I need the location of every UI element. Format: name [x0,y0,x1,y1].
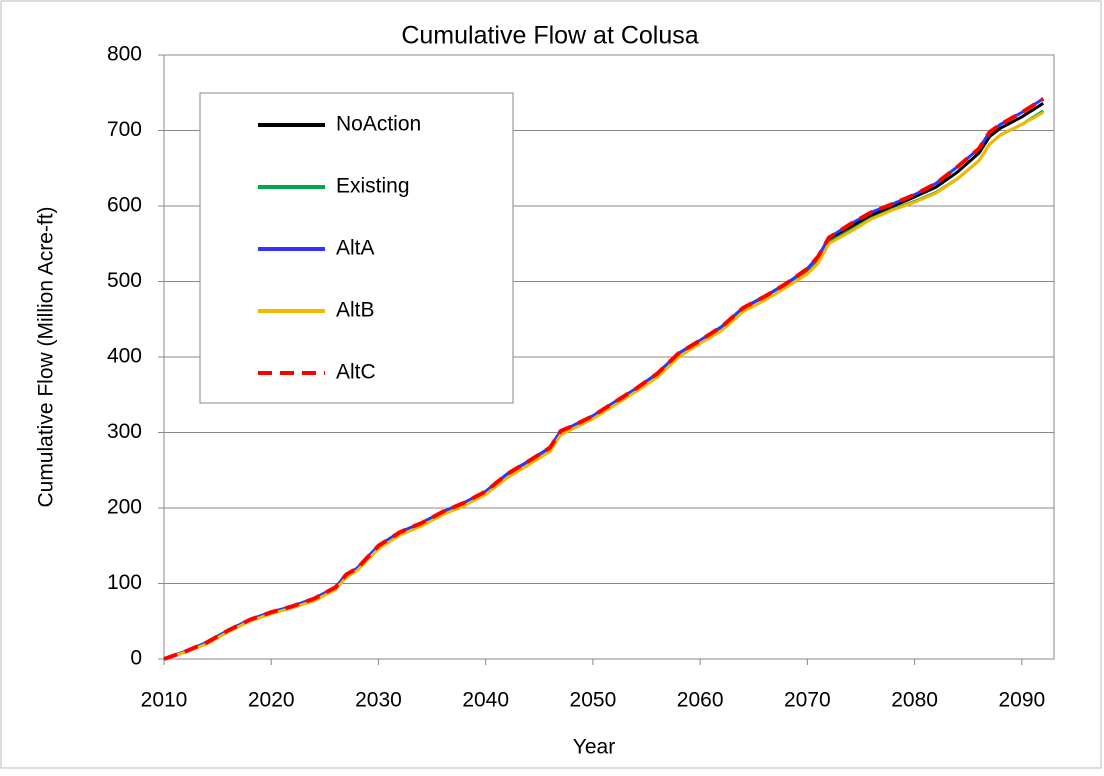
legend-label: AltB [336,299,375,322]
x-axis-label: Year [573,736,615,759]
legend-label: AltC [336,361,376,384]
x-tick-label: 2070 [784,689,831,712]
legend-label: NoAction [336,113,421,136]
legend-label: AltA [336,237,375,260]
y-tick-label: 100 [107,571,142,594]
plot-border [163,54,1055,660]
x-tick-label: 2030 [355,689,402,712]
x-tick-label: 2010 [141,689,188,712]
x-tick-label: 2080 [891,689,938,712]
y-tick-label: 500 [107,269,142,292]
y-tick-label: 0 [130,647,142,670]
x-tick-label: 2090 [998,689,1045,712]
x-tick-label: 2040 [462,689,509,712]
legend-box [199,92,514,404]
y-tick-label: 800 [107,43,142,66]
y-tick-label: 600 [107,194,142,217]
y-tick-label: 400 [107,345,142,368]
x-tick-label: 2020 [248,689,295,712]
x-tick-label: 2050 [570,689,617,712]
series-line [163,111,1045,661]
legend-label: Existing [336,175,410,198]
series-line [163,97,1045,661]
y-axis-label: Cumulative Flow (Million Acre-ft) [35,206,58,507]
x-tick-label: 2060 [677,689,724,712]
chart-title: Cumulative Flow at Colusa [401,22,698,50]
y-tick-label: 200 [107,496,142,519]
y-tick-label: 700 [107,118,142,141]
y-tick-label: 300 [107,420,142,443]
